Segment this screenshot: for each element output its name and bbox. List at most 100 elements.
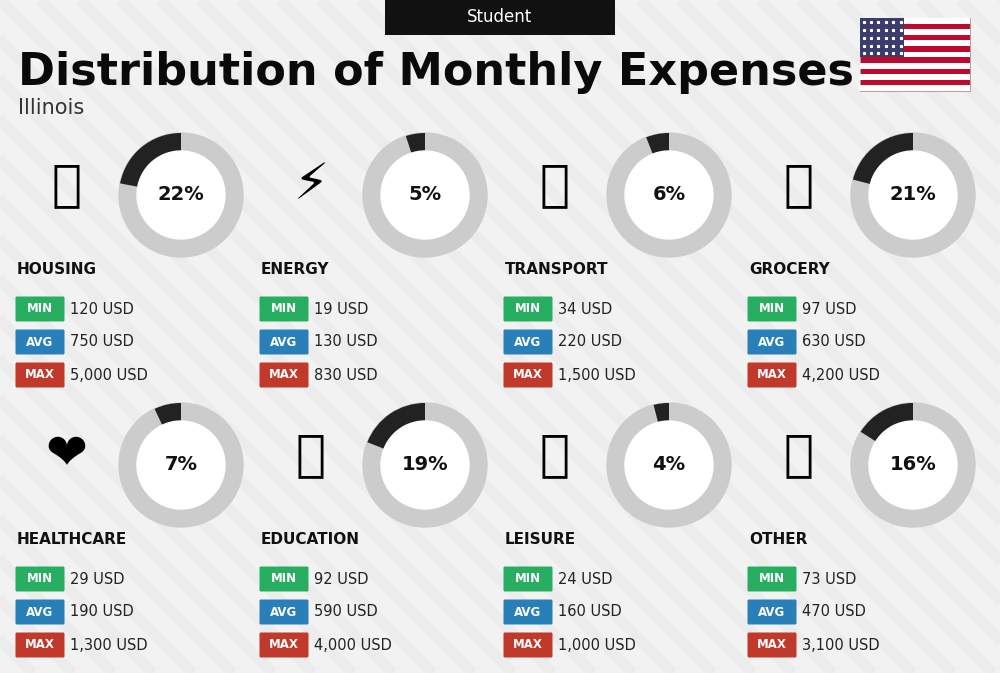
Text: 34 USD: 34 USD	[558, 302, 612, 316]
Text: MIN: MIN	[27, 573, 53, 586]
FancyBboxPatch shape	[860, 52, 970, 57]
Text: 830 USD: 830 USD	[314, 367, 378, 382]
Text: 130 USD: 130 USD	[314, 334, 378, 349]
Text: 1,000 USD: 1,000 USD	[558, 637, 636, 653]
Text: MIN: MIN	[759, 573, 785, 586]
Circle shape	[381, 151, 469, 239]
Circle shape	[119, 403, 243, 527]
FancyBboxPatch shape	[16, 363, 64, 388]
Text: MIN: MIN	[27, 302, 53, 316]
FancyBboxPatch shape	[260, 297, 308, 322]
FancyBboxPatch shape	[860, 18, 970, 24]
Text: ENERGY: ENERGY	[261, 262, 330, 277]
Text: AVG: AVG	[26, 336, 54, 349]
Circle shape	[625, 151, 713, 239]
Text: 5%: 5%	[408, 186, 442, 205]
FancyBboxPatch shape	[748, 363, 796, 388]
FancyBboxPatch shape	[260, 633, 308, 658]
Text: MAX: MAX	[269, 639, 299, 651]
Circle shape	[851, 133, 975, 257]
Text: MIN: MIN	[515, 302, 541, 316]
FancyBboxPatch shape	[504, 567, 552, 592]
Text: MIN: MIN	[515, 573, 541, 586]
FancyBboxPatch shape	[260, 600, 308, 625]
Wedge shape	[367, 403, 425, 465]
Wedge shape	[646, 133, 669, 195]
Circle shape	[119, 133, 243, 257]
FancyBboxPatch shape	[504, 363, 552, 388]
FancyBboxPatch shape	[385, 0, 615, 35]
Text: MAX: MAX	[25, 369, 55, 382]
Circle shape	[137, 421, 225, 509]
FancyBboxPatch shape	[16, 330, 64, 355]
Text: Distribution of Monthly Expenses: Distribution of Monthly Expenses	[18, 50, 854, 94]
Text: OTHER: OTHER	[749, 532, 807, 548]
FancyBboxPatch shape	[16, 567, 64, 592]
Text: EDUCATION: EDUCATION	[261, 532, 360, 548]
FancyBboxPatch shape	[504, 600, 552, 625]
Circle shape	[137, 151, 225, 239]
Text: 160 USD: 160 USD	[558, 604, 622, 620]
FancyBboxPatch shape	[748, 600, 796, 625]
Circle shape	[869, 421, 957, 509]
Circle shape	[363, 133, 487, 257]
Wedge shape	[853, 133, 913, 195]
Text: ❤️: ❤️	[46, 431, 88, 479]
FancyBboxPatch shape	[860, 29, 970, 35]
Text: AVG: AVG	[758, 336, 786, 349]
Text: 590 USD: 590 USD	[314, 604, 378, 620]
Text: MAX: MAX	[513, 639, 543, 651]
Text: 4,000 USD: 4,000 USD	[314, 637, 392, 653]
Text: AVG: AVG	[270, 336, 298, 349]
Wedge shape	[155, 403, 181, 465]
Text: AVG: AVG	[514, 336, 542, 349]
Text: 1,500 USD: 1,500 USD	[558, 367, 636, 382]
Text: 120 USD: 120 USD	[70, 302, 134, 316]
Text: 190 USD: 190 USD	[70, 604, 134, 620]
Text: Illinois: Illinois	[18, 98, 84, 118]
Text: Student: Student	[467, 9, 533, 26]
Text: 4,200 USD: 4,200 USD	[802, 367, 880, 382]
Circle shape	[381, 421, 469, 509]
Text: LEISURE: LEISURE	[505, 532, 576, 548]
Text: 470 USD: 470 USD	[802, 604, 866, 620]
Text: MAX: MAX	[513, 369, 543, 382]
Text: MIN: MIN	[271, 302, 297, 316]
FancyBboxPatch shape	[860, 63, 970, 69]
Text: MAX: MAX	[757, 639, 787, 651]
FancyBboxPatch shape	[504, 330, 552, 355]
Text: 750 USD: 750 USD	[70, 334, 134, 349]
Text: 92 USD: 92 USD	[314, 571, 368, 586]
FancyBboxPatch shape	[748, 330, 796, 355]
Text: GROCERY: GROCERY	[749, 262, 830, 277]
Text: 21%: 21%	[890, 186, 936, 205]
Text: AVG: AVG	[26, 606, 54, 618]
Text: 4%: 4%	[652, 456, 686, 474]
Text: 🛍️: 🛍️	[540, 431, 570, 479]
FancyBboxPatch shape	[504, 633, 552, 658]
Circle shape	[607, 403, 731, 527]
Text: HEALTHCARE: HEALTHCARE	[17, 532, 127, 548]
Text: AVG: AVG	[514, 606, 542, 618]
Text: 22%: 22%	[158, 186, 204, 205]
Text: 💰: 💰	[784, 431, 814, 479]
Text: MIN: MIN	[759, 302, 785, 316]
FancyBboxPatch shape	[748, 297, 796, 322]
Text: TRANSPORT: TRANSPORT	[505, 262, 608, 277]
Text: 29 USD: 29 USD	[70, 571, 124, 586]
Text: 24 USD: 24 USD	[558, 571, 612, 586]
FancyBboxPatch shape	[860, 18, 970, 91]
FancyBboxPatch shape	[748, 567, 796, 592]
Text: 97 USD: 97 USD	[802, 302, 856, 316]
Circle shape	[363, 403, 487, 527]
FancyBboxPatch shape	[860, 85, 970, 91]
Circle shape	[625, 421, 713, 509]
FancyBboxPatch shape	[16, 633, 64, 658]
Text: AVG: AVG	[270, 606, 298, 618]
Circle shape	[869, 151, 957, 239]
Wedge shape	[861, 403, 913, 465]
Text: 1,300 USD: 1,300 USD	[70, 637, 148, 653]
Text: 73 USD: 73 USD	[802, 571, 856, 586]
Text: 7%: 7%	[164, 456, 198, 474]
Text: 19 USD: 19 USD	[314, 302, 368, 316]
